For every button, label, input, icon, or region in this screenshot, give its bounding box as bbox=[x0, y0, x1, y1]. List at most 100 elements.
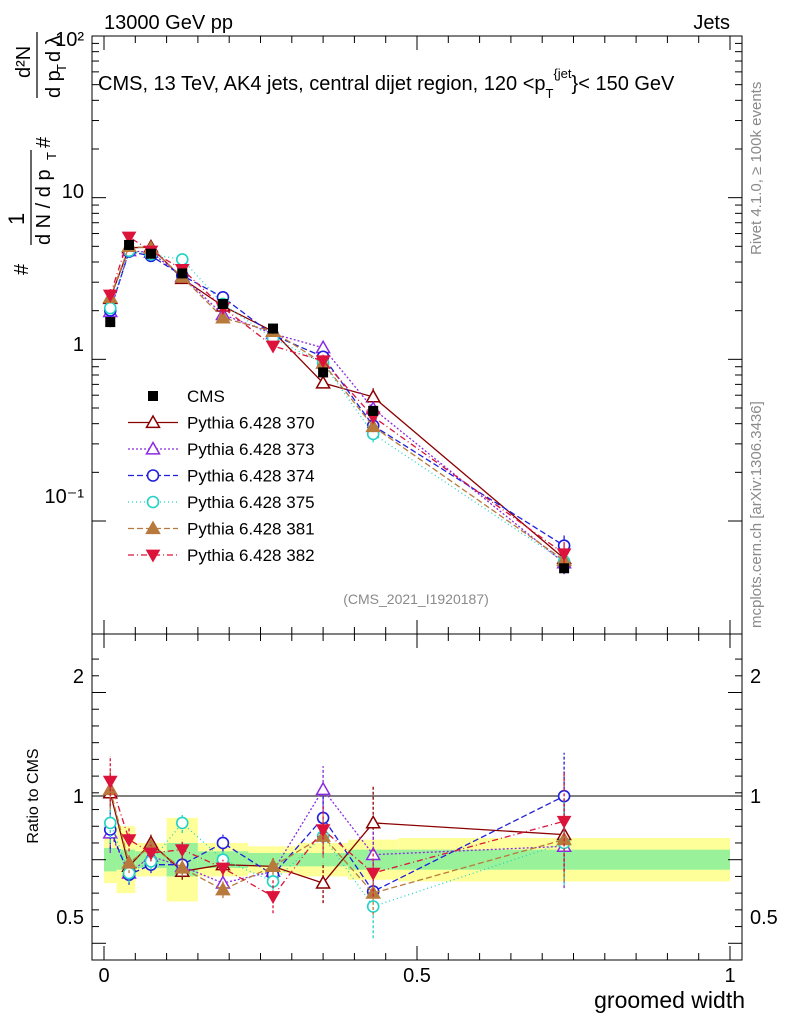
ratio-y-tick-label-0.5: 0.5 bbox=[56, 907, 84, 929]
rivet-label: Rivet 4.1.0, ≥ 100k events bbox=[748, 82, 765, 255]
ratio-y-tick-label-1: 1 bbox=[73, 786, 84, 808]
legend-marker bbox=[148, 391, 158, 401]
main-line bbox=[109, 250, 565, 563]
series-pythia-6-428-370 bbox=[102, 239, 572, 904]
legend-marker bbox=[145, 549, 161, 563]
legend-marker bbox=[145, 440, 161, 455]
ratio-uncertainty-bands bbox=[104, 817, 730, 902]
svg-text:d p: d p bbox=[43, 70, 65, 98]
svg-text:#: # bbox=[11, 263, 33, 275]
ratio-marker bbox=[143, 847, 159, 861]
legend-item: Pythia 6.428 373 bbox=[128, 440, 315, 459]
header-right: Jets bbox=[693, 12, 730, 34]
data-point bbox=[177, 268, 188, 279]
ratio-marker bbox=[103, 816, 117, 830]
data-point bbox=[124, 239, 135, 250]
legend-item: Pythia 6.428 375 bbox=[128, 493, 315, 512]
ratio-marker bbox=[216, 836, 230, 850]
ratio-marker bbox=[121, 855, 137, 869]
legend-item: Pythia 6.428 374 bbox=[128, 467, 315, 486]
main-y-axis-label: # 1 d N / d p T # d²N d p T d λ bbox=[4, 32, 69, 275]
ratio-line bbox=[109, 795, 565, 893]
legend-item: Pythia 6.428 382 bbox=[128, 546, 315, 565]
main-marker bbox=[315, 374, 331, 389]
legend-item: CMS bbox=[148, 387, 225, 406]
chart-title: CMS, 13 TeV, AK4 jets, central dijet reg… bbox=[98, 66, 675, 101]
ratio-marker bbox=[265, 891, 281, 904]
series-pythia-6-428-374 bbox=[103, 245, 571, 914]
ratio-marker bbox=[315, 875, 331, 889]
ratio-marker bbox=[174, 844, 190, 858]
analysis-id: (CMS_2021_I1920187) bbox=[343, 591, 489, 607]
x-tick-label-1: 1 bbox=[724, 965, 735, 987]
main-marker bbox=[175, 253, 189, 266]
main-plot-frame bbox=[91, 35, 743, 635]
ratio-y-tick-label-0.5-right: 0.5 bbox=[750, 907, 778, 929]
ratio-plot-frame bbox=[91, 633, 743, 961]
ratio-marker bbox=[315, 781, 331, 796]
svg-text:d λ: d λ bbox=[43, 35, 65, 62]
legend-marker bbox=[145, 520, 161, 535]
main-marker bbox=[121, 231, 137, 245]
ratio-y-tick-label-2: 2 bbox=[73, 666, 84, 688]
main-line bbox=[109, 235, 565, 555]
legend-item: Pythia 6.428 370 bbox=[128, 414, 315, 433]
axis-ticks bbox=[92, 35, 742, 960]
ratio-y-tick-label-1-right: 1 bbox=[750, 786, 761, 808]
legend-label: Pythia 6.428 374 bbox=[187, 467, 315, 486]
legend-label: Pythia 6.428 370 bbox=[187, 414, 315, 433]
ratio-marker bbox=[215, 862, 231, 876]
series-pythia-6-428-373 bbox=[102, 242, 572, 892]
main-line bbox=[109, 250, 565, 564]
ratio-marker bbox=[365, 885, 381, 899]
ratio-band-green bbox=[104, 847, 117, 872]
data-point bbox=[368, 405, 379, 416]
main-line bbox=[109, 246, 565, 559]
data-point bbox=[559, 563, 570, 574]
x-tick-label-0: 0 bbox=[98, 965, 109, 987]
ratio-line bbox=[109, 780, 565, 898]
y-tick-label-1: 1 bbox=[73, 334, 84, 356]
svg-text:T: T bbox=[54, 64, 69, 72]
legend-marker bbox=[146, 469, 160, 482]
legend-label: Pythia 6.428 373 bbox=[187, 440, 315, 459]
ratio-y-axis-label: Ratio to CMS bbox=[25, 748, 42, 843]
series-pythia-6-428-381 bbox=[102, 238, 572, 915]
ratio-marker bbox=[121, 834, 137, 848]
ratio-marker bbox=[102, 775, 118, 789]
svg-text:d N / d p: d N / d p bbox=[33, 169, 55, 245]
main-marker bbox=[315, 355, 331, 369]
ratio-marker bbox=[175, 816, 189, 830]
ratio-marker bbox=[215, 881, 231, 896]
legend-marker bbox=[146, 495, 160, 509]
data-point bbox=[318, 367, 329, 378]
header-left: 13000 GeV pp bbox=[104, 12, 233, 34]
x-axis-label: groomed width bbox=[594, 987, 745, 1013]
data-point bbox=[105, 317, 116, 328]
ratio-marker bbox=[174, 860, 191, 874]
svg-text:T: T bbox=[44, 152, 59, 160]
series-pythia-6-428-382 bbox=[102, 231, 572, 914]
data-point bbox=[145, 248, 156, 259]
ratio-marker bbox=[315, 824, 331, 838]
legend-label: Pythia 6.428 381 bbox=[187, 520, 315, 539]
main-marker bbox=[556, 548, 572, 562]
legend-label: CMS bbox=[187, 387, 225, 406]
ratio-marker bbox=[365, 867, 381, 881]
svg-text:1: 1 bbox=[4, 213, 29, 225]
legend: CMS Pythia 6.428 370 Pythia 6.428 373 Pythi… bbox=[128, 387, 315, 565]
main-marker bbox=[215, 309, 231, 324]
main-line bbox=[109, 245, 565, 561]
ratio-marker bbox=[556, 815, 572, 829]
main-marker bbox=[265, 340, 281, 354]
ratio-band-green bbox=[298, 853, 349, 867]
main-marker bbox=[103, 301, 117, 315]
mcplots-label: mcplots.cern.ch [arXiv:1306.3436] bbox=[748, 401, 765, 628]
legend-item: Pythia 6.428 381 bbox=[128, 520, 315, 539]
ratio-y-tick-label-2-right: 2 bbox=[750, 666, 761, 688]
x-tick-label-0.5: 0.5 bbox=[403, 965, 431, 987]
series-cms-data bbox=[105, 239, 570, 574]
svg-text:#: # bbox=[33, 136, 55, 148]
legend-label: Pythia 6.428 375 bbox=[187, 493, 315, 512]
ratio-marker bbox=[365, 814, 381, 829]
